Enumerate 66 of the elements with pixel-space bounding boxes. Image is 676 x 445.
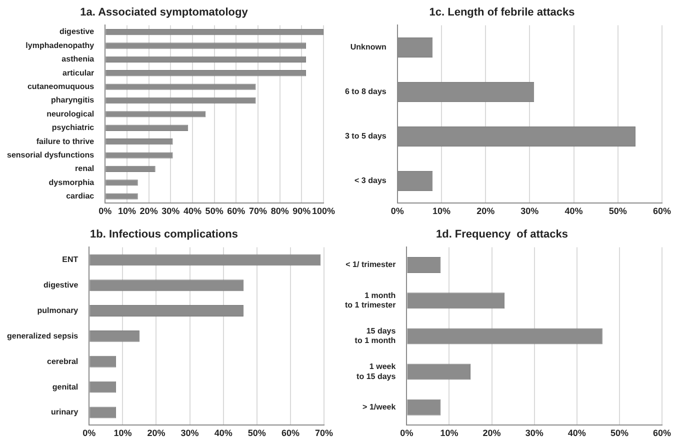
y-tick-label: pulmonary (37, 306, 79, 315)
y-tick-label: < 1/ trimester (346, 260, 396, 270)
x-tick-label: 10% (114, 428, 132, 438)
x-tick-label: 70% (248, 206, 267, 216)
y-tick-label: dysmorphia (48, 178, 95, 187)
y-tick-label: digestive (43, 280, 79, 290)
y-tick-label: psychiatric (52, 123, 95, 132)
y-tick-label: 15 days to 1 month (354, 326, 396, 346)
y-tick-label: asthenia (62, 54, 95, 64)
x-tick-label: 20% (476, 206, 495, 216)
x-tick-label: 60% (227, 206, 246, 216)
y-tick-label: < 3 days (354, 176, 387, 186)
y-tick-label: neurological (46, 109, 94, 118)
x-tick-label: 40% (183, 206, 202, 216)
x-tick-label: 10% (432, 206, 450, 216)
y-tick-label: cerebral (47, 356, 78, 366)
y-tick-label: cutaneomuquous (27, 82, 95, 92)
x-tick-label: 40% (564, 206, 583, 216)
x-tick-label: 0% (400, 428, 414, 438)
y-tick-label: renal (75, 164, 94, 174)
y-tick-label: sensorial dysfunctions (6, 150, 95, 160)
x-tick-label: 20% (147, 428, 166, 438)
y-tick-label: generalized sepsis (6, 331, 79, 340)
x-tick-label: 50% (248, 428, 266, 438)
x-tick-label: 50% (608, 206, 627, 216)
x-tick-label: 100% (312, 206, 336, 216)
chart-title: 1c. Length of febrile attacks (429, 6, 575, 19)
x-tick-label: 0% (390, 206, 404, 216)
x-tick-label: 10% (440, 428, 458, 438)
y-tick-label: 6 to 8 days (344, 87, 387, 96)
x-tick-label: 10% (118, 206, 136, 216)
x-tick-label: 30% (162, 206, 180, 216)
chart-title: 1a. Associated symptomatology (80, 6, 249, 19)
y-tick-label: pharyngitis (51, 96, 95, 105)
y-tick-label: > 1/week (362, 402, 396, 412)
y-tick-label: genital (52, 382, 78, 392)
y-tick-label: digestive (59, 27, 95, 36)
y-tick-label: articular (62, 68, 94, 78)
y-tick-label: 3 to 5 days (344, 132, 387, 141)
x-tick-label: 30% (520, 206, 539, 216)
x-tick-label: 60% (652, 206, 672, 216)
x-tick-label: 40% (214, 428, 232, 438)
y-tick-label: ENT (62, 255, 78, 264)
x-tick-label: 70% (314, 428, 334, 438)
x-tick-label: 0% (82, 428, 96, 438)
y-tick-label: 1 month to 1 trimester (344, 291, 396, 310)
y-tick-label: failure to thrive (36, 136, 95, 146)
x-tick-label: 90% (292, 206, 311, 216)
y-tick-label: lymphadenopathy (26, 40, 95, 50)
y-tick-label: 1 week to 15 days (356, 362, 396, 381)
x-tick-label: 60% (281, 428, 300, 438)
x-tick-label: 30% (525, 428, 544, 438)
x-tick-label: 60% (652, 428, 672, 438)
x-tick-label: 0% (98, 206, 112, 216)
x-tick-label: 50% (610, 428, 628, 438)
chart-title: 1d. Frequency of attacks (436, 228, 568, 241)
chart-title: 1b. Infectious complications (90, 228, 238, 241)
x-tick-label: 40% (568, 428, 586, 438)
x-tick-label: 20% (482, 428, 501, 438)
y-tick-label: cardiac (66, 192, 95, 201)
x-tick-label: 50% (205, 206, 224, 216)
y-tick-label: Unknown (350, 42, 386, 52)
y-tick-label: urinary (51, 408, 79, 417)
x-tick-label: 30% (180, 428, 199, 438)
x-tick-label: 80% (270, 206, 289, 216)
x-tick-label: 20% (140, 206, 158, 216)
